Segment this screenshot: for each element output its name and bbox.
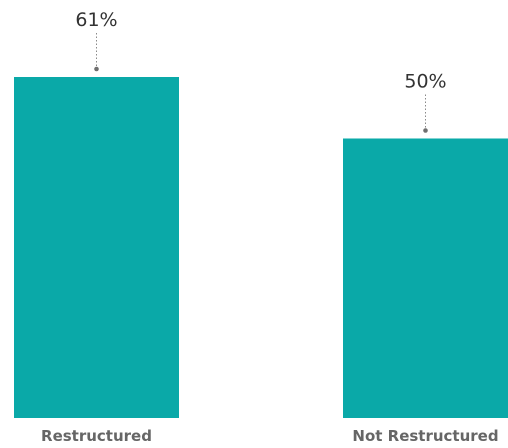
- bar-not-restructured: [343, 138, 508, 418]
- leader-lines-group: [94, 33, 428, 133]
- category-label-not-restructured: Not Restructured: [352, 427, 498, 445]
- category-labels-group: Restructured Not Restructured: [41, 427, 499, 445]
- category-label-restructured: Restructured: [41, 427, 152, 445]
- leader-dot-restructured: [94, 66, 99, 72]
- data-label-restructured: 61%: [75, 9, 117, 31]
- bar-restructured: [14, 77, 179, 418]
- bars-group: [14, 77, 508, 418]
- data-labels-group: 61% 50%: [75, 9, 446, 92]
- leader-dot-not-restructured: [423, 128, 428, 133]
- data-label-not-restructured: 50%: [404, 70, 446, 92]
